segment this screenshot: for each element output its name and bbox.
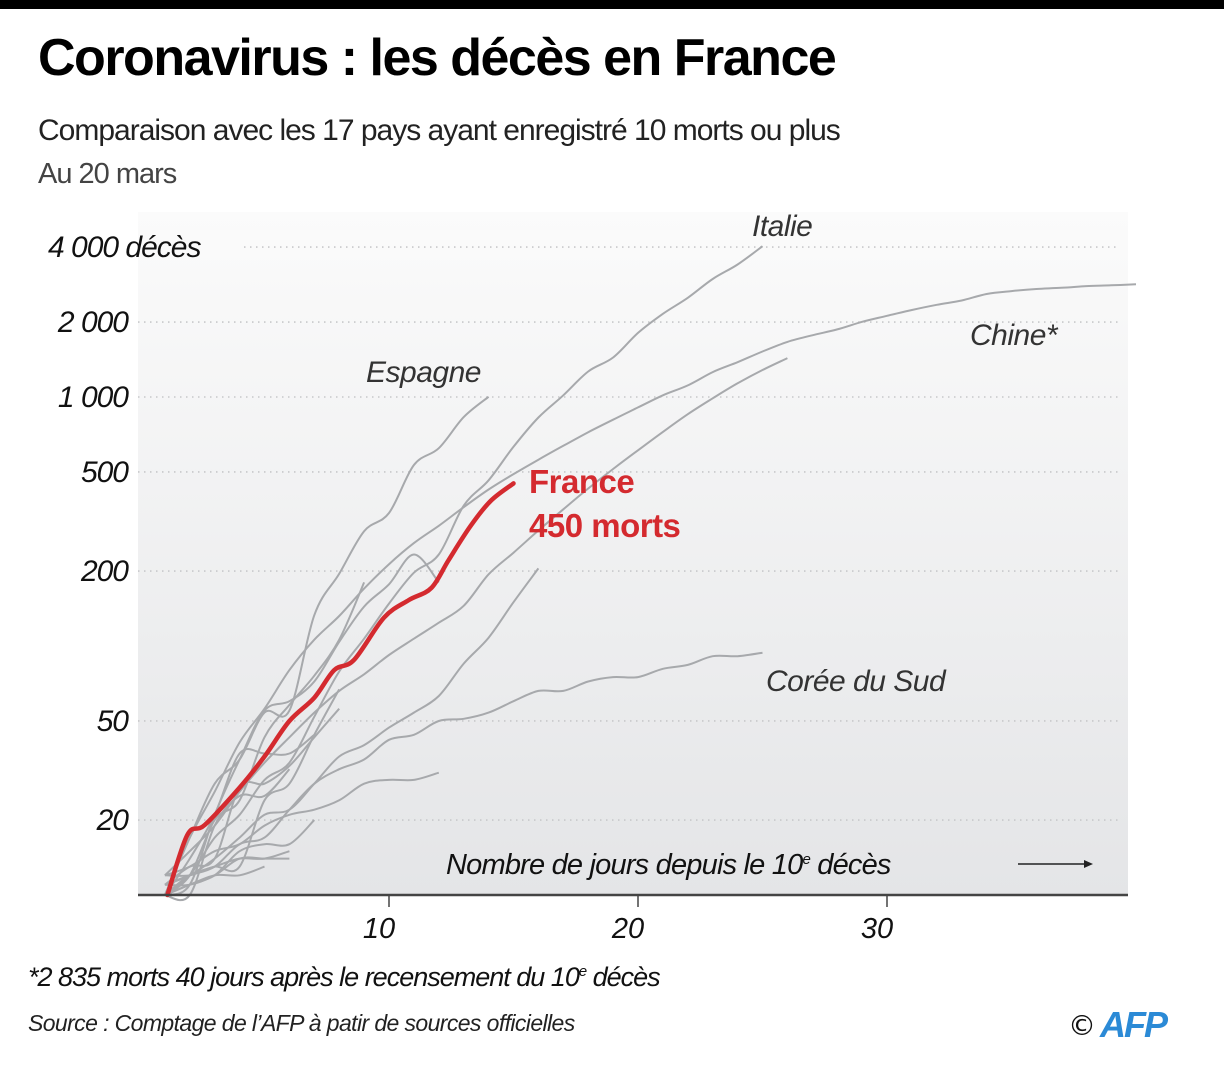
line-pays-bas: [164, 582, 366, 896]
top-bar: [0, 0, 1224, 9]
y-tick-label: 20: [96, 804, 130, 837]
line-iran: [164, 357, 788, 877]
line-france: [165, 481, 516, 898]
highlight-line: [165, 481, 516, 898]
x-tick-label: 10: [363, 913, 395, 945]
line-chine: [163, 283, 1137, 896]
line-japon: [164, 771, 440, 877]
annotation-italie: Italie: [752, 210, 812, 243]
x-axis-title: Nombre de jours depuis le 10e décès: [446, 849, 891, 881]
credit: © AFP: [1068, 1004, 1168, 1046]
line-italie: [164, 245, 764, 896]
line-indonesie: [164, 768, 291, 902]
annotations: Italie Chine* Espagne Corée du Sud France 450…: [366, 210, 1059, 698]
x-axis-ticks: 10 20 30: [363, 895, 893, 945]
gridlines: [138, 246, 1120, 821]
line-saint-marin: [164, 856, 290, 887]
y-tick-label: 500: [81, 456, 129, 489]
annotation-coree-du-sud: Corée du Sud: [766, 665, 947, 698]
x-tick-label: 30: [861, 913, 893, 945]
annotation-chine: Chine*: [970, 319, 1059, 352]
annotation-france: France: [529, 463, 634, 500]
y-tick-label: 200: [80, 555, 129, 588]
chart-date: Au 20 mars: [38, 158, 177, 190]
chart: 4 000 décès 2 000 1 000 500 200 50 20 10 20 30 I…: [48, 210, 1137, 945]
y-tick-label: 50: [97, 705, 130, 738]
copyright-icon: ©: [1068, 1008, 1096, 1042]
source-note: Source : Comptage de l’AFP à patir de so…: [28, 1010, 575, 1036]
x-tick-label: 20: [611, 913, 644, 945]
afp-logo: AFP: [1100, 1004, 1168, 1045]
chart-subtitle: Comparaison avec les 17 pays ayant enreg…: [38, 114, 841, 147]
annotation-france-count: 450 morts: [529, 507, 680, 544]
line-coree-du-sud: [164, 651, 763, 886]
line-belgique: [164, 733, 315, 896]
y-tick-label: 1 000: [58, 381, 129, 414]
plot-background: [138, 212, 1128, 895]
y-tick-label: 4 000 décès: [48, 231, 201, 264]
y-tick-label: 2 000: [57, 306, 129, 339]
country-lines: [163, 245, 1137, 902]
line-espagne: [163, 396, 490, 896]
annotation-espagne: Espagne: [366, 356, 481, 389]
y-axis-labels: 4 000 décès 2 000 1 000 500 200 50 20: [48, 231, 202, 837]
x-axis-arrow-icon: [1018, 860, 1093, 868]
footnote: *2 835 morts 40 jours après le recenseme…: [28, 962, 661, 992]
page-title: Coronavirus : les décès en France: [38, 29, 837, 87]
